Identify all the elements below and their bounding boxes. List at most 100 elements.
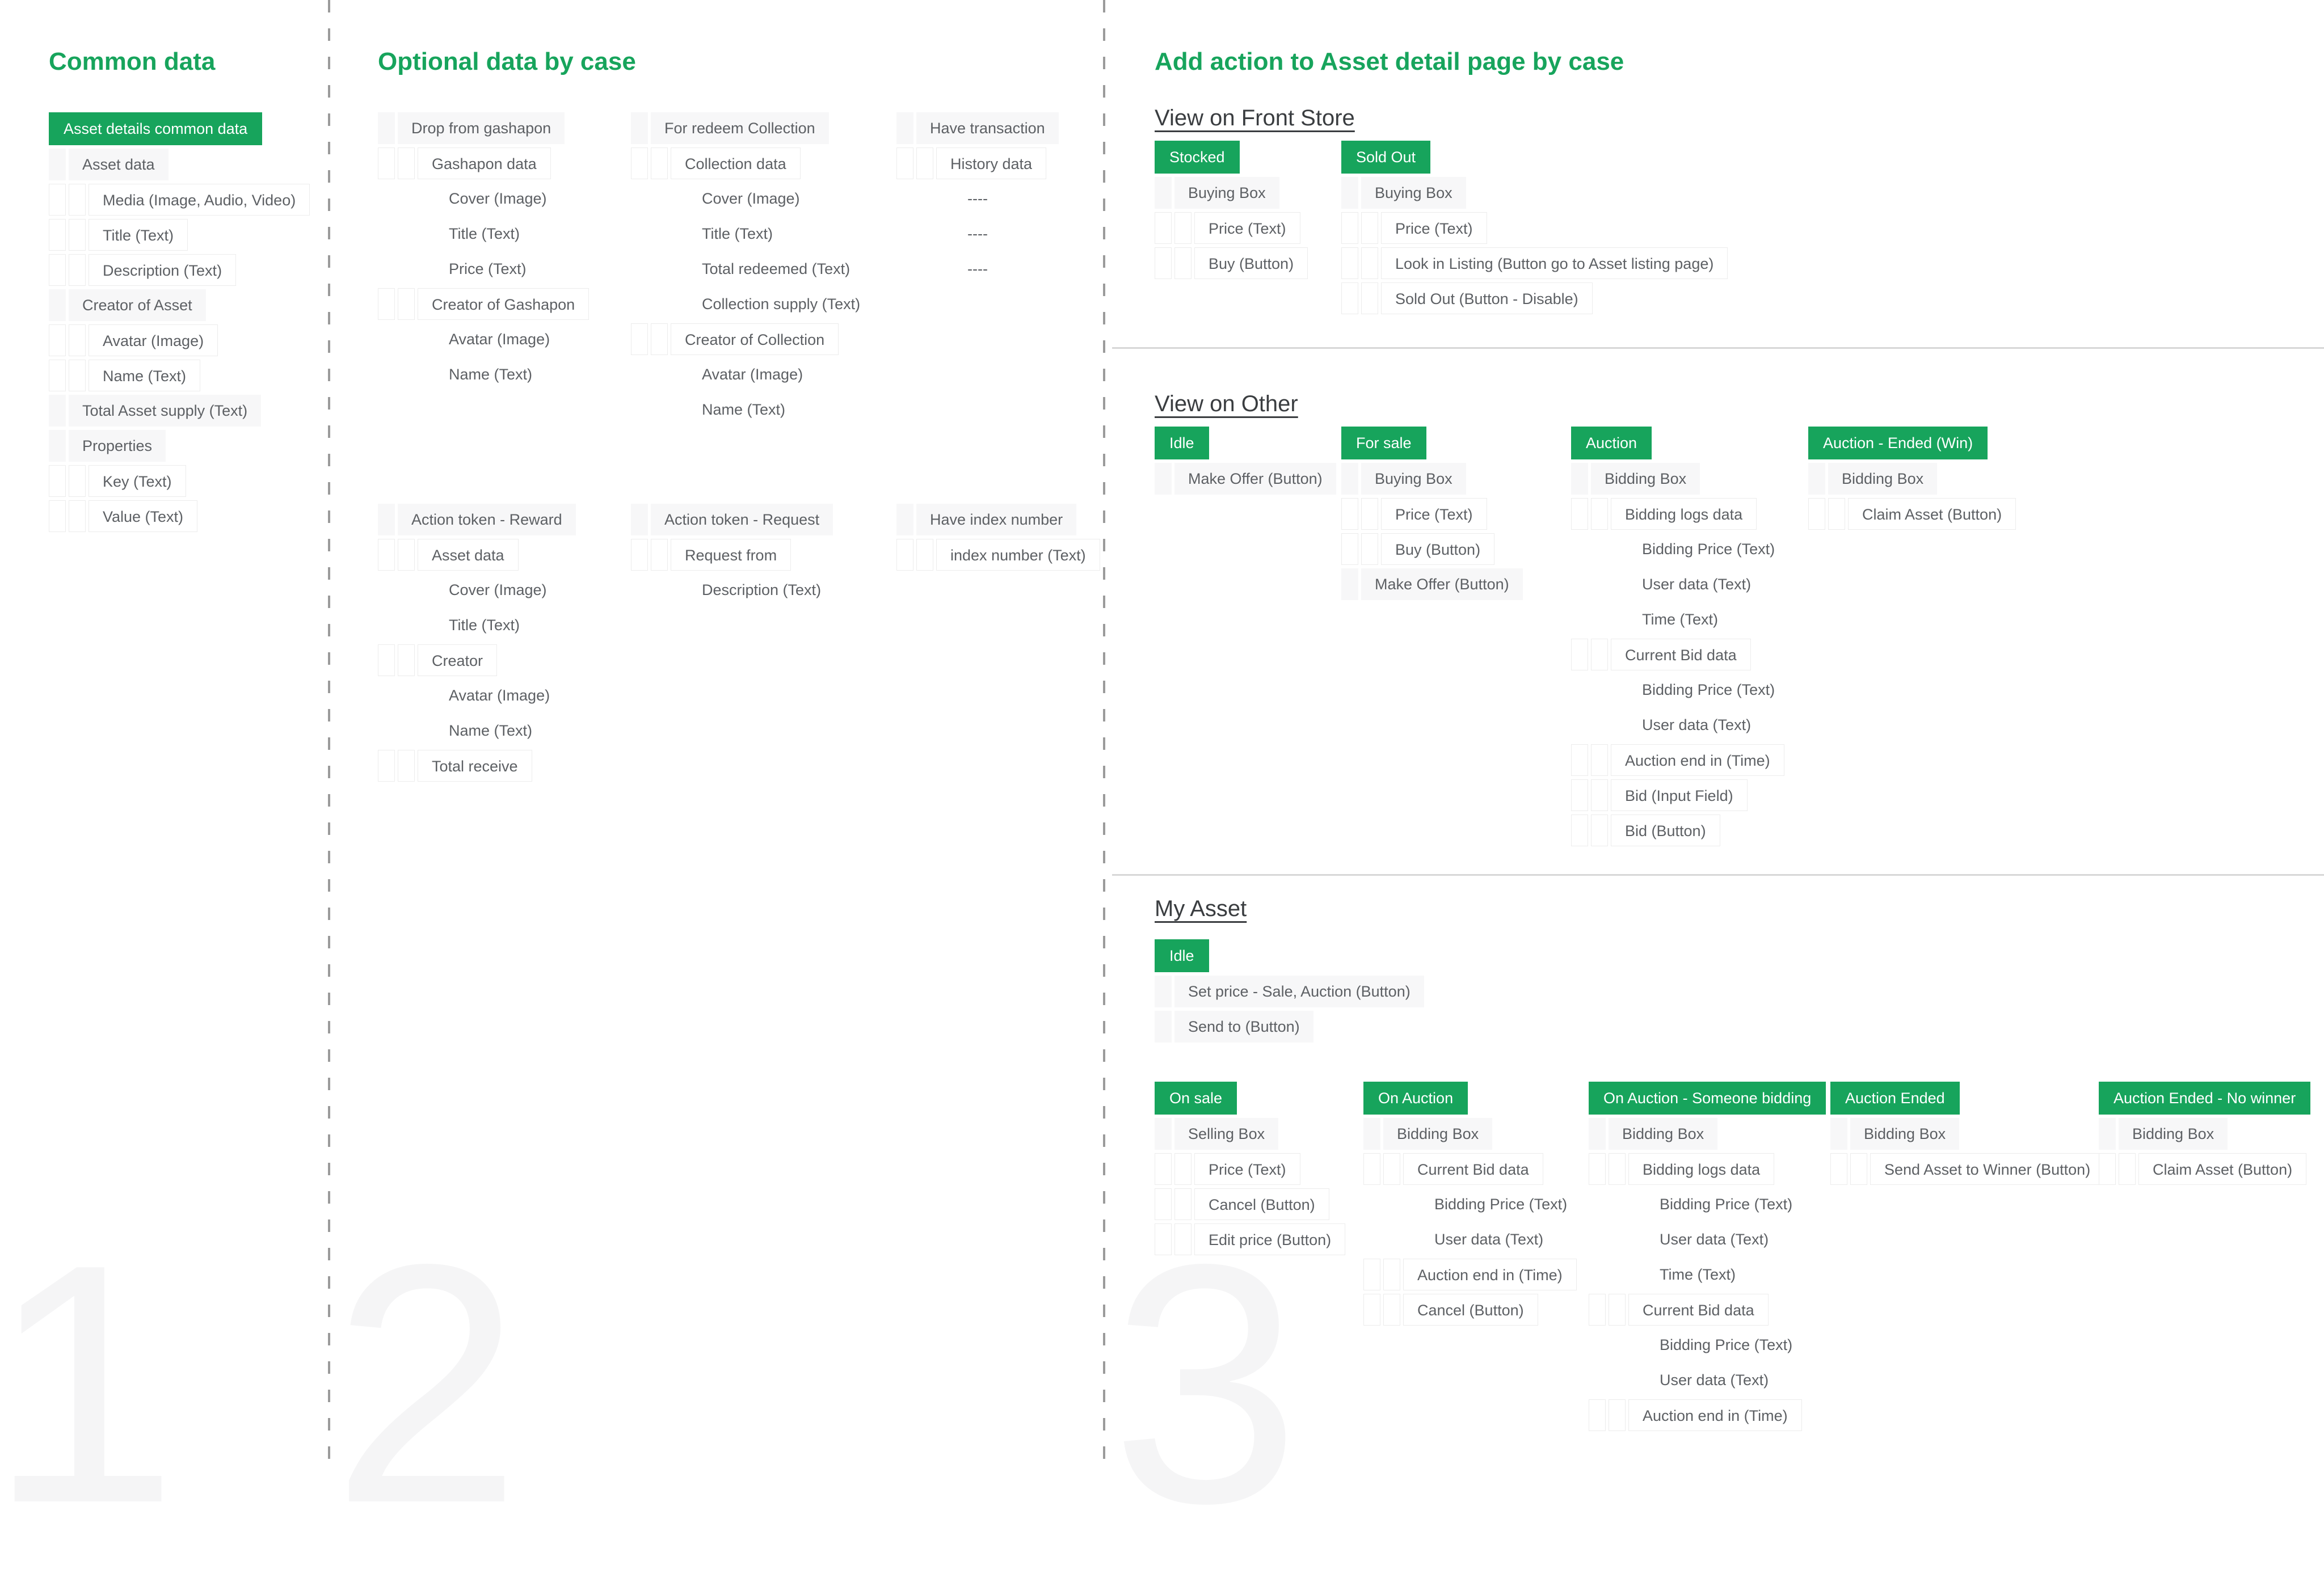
- checkbox-cell: [1363, 1259, 1380, 1290]
- tree-row: Total redeemed (Text): [631, 253, 860, 285]
- section-divider-1: [1112, 347, 2324, 349]
- checkbox-cell: [49, 254, 66, 286]
- field-label: Media (Image, Audio, Video): [89, 184, 310, 216]
- field-label: Creator of Gashapon: [418, 288, 590, 320]
- tree-row: Price (Text): [1155, 212, 1308, 244]
- field-label: Edit price (Button): [1194, 1223, 1346, 1255]
- dashed-divider-1: [328, 0, 330, 1461]
- checkbox-cell: [378, 750, 395, 782]
- checkbox-cell: [1155, 1223, 1172, 1255]
- field-label: Creator of Collection: [671, 323, 839, 355]
- checkbox-cell: [1361, 533, 1378, 565]
- tree-row: Price (Text): [1341, 212, 1728, 244]
- field-label: Name (Text): [89, 360, 201, 391]
- tree-row: Bidding logs data: [1589, 1153, 1826, 1185]
- field-label: Description (Text): [89, 254, 237, 286]
- tree-action-token-request: Action token - Request Request from Descri…: [631, 504, 833, 609]
- tree-row: ----: [896, 253, 1059, 285]
- tree-row: User data (Text): [1589, 1364, 1826, 1396]
- tree-row: Auction end in (Time): [1589, 1399, 1826, 1431]
- checkbox-cell: [49, 184, 66, 216]
- field-label: Selling Box: [1174, 1118, 1279, 1150]
- field-label: Key (Text): [89, 465, 186, 497]
- tree-row: Bidding Box: [1363, 1118, 1577, 1150]
- checkbox-cell: [398, 750, 415, 782]
- state-badge: Sold Out: [1341, 141, 1431, 174]
- checkbox-cell: [49, 500, 66, 532]
- field-label: Description (Text): [702, 581, 822, 598]
- field-label: Bidding Box: [1828, 463, 1938, 495]
- tree-row: Send Asset to Winner (Button): [1830, 1153, 2105, 1185]
- state-badge: On Auction: [1363, 1082, 1468, 1115]
- state-badge: On sale: [1155, 1082, 1237, 1115]
- heading-optional-data: Optional data by case: [378, 48, 636, 75]
- tree-row: User data (Text): [1589, 1223, 1826, 1255]
- field-label: Send Asset to Winner (Button): [1870, 1153, 2105, 1185]
- checkbox-cell: [1609, 1399, 1626, 1431]
- tree-row: Price (Text): [1341, 498, 1523, 530]
- checkbox-cell: [1363, 1118, 1380, 1150]
- tree-row: Buying Box: [1155, 177, 1308, 209]
- field-label: Collection data: [671, 147, 801, 179]
- checkbox-cell: [378, 112, 395, 144]
- field-label: ----: [967, 190, 988, 207]
- state-badge: Auction Ended: [1830, 1082, 1960, 1115]
- tree-row: Make Offer (Button): [1155, 463, 1336, 495]
- checkbox-cell: [1341, 282, 1358, 314]
- tree-row: Bidding Box: [1571, 463, 1784, 495]
- state-badge: Asset details common data: [49, 112, 263, 145]
- section-title-front-store: View on Front Store: [1155, 106, 1355, 130]
- field-label: Have index number: [916, 504, 1077, 535]
- field-label: Bidding Box: [2119, 1118, 2228, 1150]
- checkbox-cell: [378, 504, 395, 535]
- checkbox-cell: [896, 504, 913, 535]
- checkbox-cell: [1341, 498, 1358, 530]
- tree-row: Current Bid data: [1363, 1153, 1577, 1185]
- checkbox-cell: [49, 395, 66, 427]
- tree-row: Name (Text): [378, 715, 576, 746]
- field-label: Price (Text): [1381, 498, 1487, 530]
- tree-row: Cover (Image): [378, 574, 576, 606]
- tree-row: Bid (Button): [1571, 815, 1784, 846]
- checkbox-cell: [1571, 639, 1588, 670]
- section-divider-2: [1112, 874, 2324, 876]
- tree-row: Bidding Box: [1589, 1118, 1826, 1150]
- tree-row: Time (Text): [1589, 1259, 1826, 1290]
- checkbox-cell: [1155, 1153, 1172, 1185]
- tree-row: Claim Asset (Button): [2099, 1153, 2310, 1185]
- field-label: Avatar (Image): [702, 366, 803, 383]
- checkbox-cell: [398, 539, 415, 571]
- checkbox-cell: [398, 288, 415, 320]
- checkbox-cell: [631, 147, 648, 179]
- tree-have-transaction: Have transaction History data ---- ---- ----: [896, 112, 1059, 288]
- tree-have-index-number: Have index number index number (Text): [896, 504, 1100, 574]
- field-label: Name (Text): [449, 366, 533, 383]
- field-label: User data (Text): [1660, 1231, 1769, 1248]
- field-label: Title (Text): [89, 219, 188, 251]
- tree-row: Request from: [631, 539, 833, 571]
- checkbox-cell: [49, 465, 66, 497]
- checkbox-cell: [631, 323, 648, 355]
- tree-row: Bidding Box: [1830, 1118, 2104, 1150]
- tree-auction: Auction Bidding Box Bidding logs data Biddi…: [1571, 427, 1784, 850]
- checkbox-cell: [1155, 212, 1172, 244]
- checkbox-cell: [1155, 463, 1172, 495]
- tree-row: Make Offer (Button): [1341, 568, 1523, 600]
- checkbox-cell: [631, 112, 648, 144]
- field-label: Value (Text): [89, 500, 198, 532]
- checkbox-cell: [1363, 1153, 1380, 1185]
- checkbox-cell: [916, 147, 933, 179]
- tree-row: Drop from gashapon: [378, 112, 589, 144]
- tree-row: Bid (Input Field): [1571, 779, 1784, 811]
- field-label: Name (Text): [702, 401, 786, 418]
- tree-row: Bidding Price (Text): [1571, 674, 1784, 706]
- checkbox-cell: [651, 539, 668, 571]
- field-label: Total receive: [418, 750, 532, 782]
- checkbox-cell: [1591, 498, 1608, 530]
- checkbox-cell: [916, 539, 933, 571]
- tree-row: Sold Out (Button - Disable): [1341, 282, 1728, 314]
- checkbox-cell: [2119, 1153, 2136, 1185]
- checkbox-cell: [1341, 247, 1358, 279]
- field-label: Request from: [671, 539, 791, 571]
- tree-row: User data (Text): [1571, 568, 1784, 600]
